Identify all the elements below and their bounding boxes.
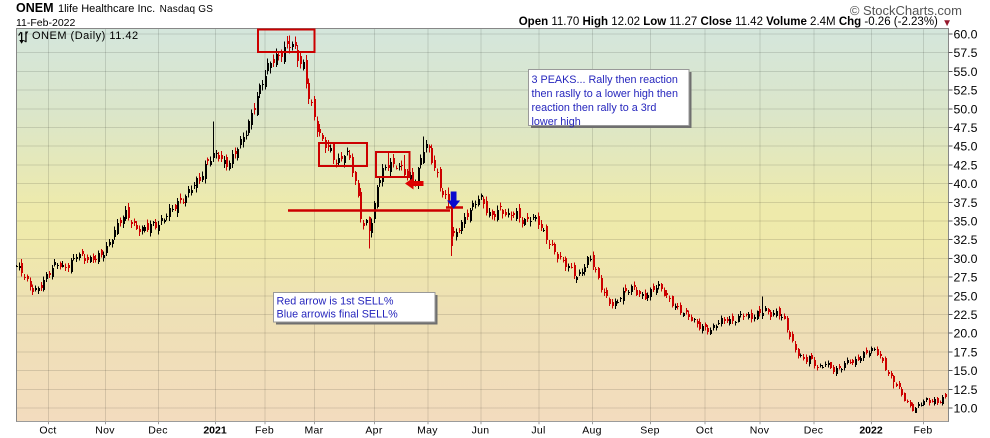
svg-text:27.5: 27.5 [954, 270, 978, 284]
svg-text:Sep: Sep [640, 425, 660, 437]
svg-text:47.5: 47.5 [954, 121, 978, 135]
svg-text:Mar: Mar [305, 425, 324, 437]
svg-text:40.0: 40.0 [954, 177, 978, 191]
svg-text:50.0: 50.0 [954, 102, 978, 116]
svg-text:ONEM (Daily) 11.42: ONEM (Daily) 11.42 [32, 30, 139, 42]
svg-text:22.5: 22.5 [954, 308, 978, 322]
svg-text:Red arrow is 1st SELL%: Red arrow is 1st SELL% [277, 296, 394, 308]
svg-text:Feb: Feb [255, 425, 274, 437]
svg-text:25.0: 25.0 [954, 289, 978, 303]
svg-text:then raslly to a lower high th: then raslly to a lower high then [532, 88, 678, 100]
svg-text:Oct: Oct [696, 425, 713, 437]
svg-text:lower high: lower high [532, 116, 581, 128]
svg-text:reaction then rally to a 3rd: reaction then rally to a 3rd [532, 102, 657, 114]
svg-text:12.5: 12.5 [954, 383, 978, 397]
svg-text:55.0: 55.0 [954, 65, 978, 79]
svg-text:2022: 2022 [859, 425, 883, 437]
svg-text:May: May [417, 425, 438, 437]
svg-text:Aug: Aug [582, 425, 602, 437]
svg-text:30.0: 30.0 [954, 252, 978, 266]
svg-text:Feb: Feb [914, 425, 933, 437]
svg-text:Oct: Oct [39, 425, 56, 437]
svg-text:45.0: 45.0 [954, 139, 978, 153]
svg-text:10.0: 10.0 [954, 401, 978, 415]
svg-text:Apr: Apr [365, 425, 382, 437]
svg-text:57.5: 57.5 [954, 46, 978, 60]
svg-text:60.0: 60.0 [954, 27, 978, 41]
svg-text:17.5: 17.5 [954, 345, 978, 359]
svg-text:Nov: Nov [95, 425, 115, 437]
svg-text:Blue arrowis final SELL%: Blue arrowis final SELL% [277, 309, 399, 321]
svg-text:Jul: Jul [531, 425, 545, 437]
svg-text:35.0: 35.0 [954, 214, 978, 228]
svg-text:42.5: 42.5 [954, 158, 978, 172]
svg-text:20.0: 20.0 [954, 326, 978, 340]
svg-text:52.5: 52.5 [954, 83, 978, 97]
svg-text:2021: 2021 [203, 425, 227, 437]
svg-text:Dec: Dec [148, 425, 168, 437]
svg-text:37.5: 37.5 [954, 196, 978, 210]
svg-text:Jun: Jun [472, 425, 490, 437]
svg-text:3 PEAKS... Rally then reaction: 3 PEAKS... Rally then reaction [532, 74, 678, 86]
svg-text:32.5: 32.5 [954, 233, 978, 247]
svg-text:Dec: Dec [804, 425, 824, 437]
svg-text:15.0: 15.0 [954, 364, 978, 378]
svg-text:Nov: Nov [750, 425, 770, 437]
